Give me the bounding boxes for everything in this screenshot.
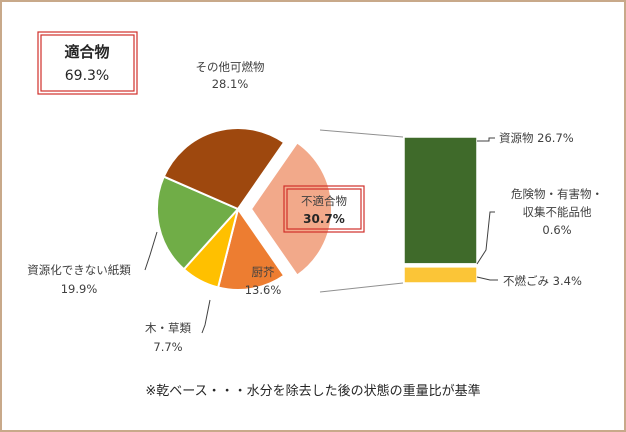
- footnote: ※乾ベース・・・水分を除去した後の状態の重量比が基準: [145, 383, 480, 399]
- nonconforming-box-outer: [283, 185, 365, 233]
- conforming-box-outer: [37, 31, 138, 95]
- pie-slice-kitchen: [216, 206, 286, 291]
- breakdown-bar: [403, 136, 478, 284]
- label-paper-value: 19.9%: [61, 282, 98, 296]
- label-wood-name: 木・草類: [145, 321, 191, 335]
- label-other-burnable-value: 28.1%: [212, 77, 249, 91]
- label-other-burnable-name: その他可燃物: [196, 60, 265, 74]
- pie-slice-nonconforming: [249, 141, 333, 277]
- conforming-box-inner: [40, 34, 135, 92]
- leader-line-noncombustible: [476, 276, 498, 281]
- leader-line-hazardous: [476, 211, 495, 265]
- label-nonconforming-name: 不適合物: [301, 194, 347, 208]
- conforming-label: 適合物: [64, 43, 109, 61]
- conforming-value: 69.3%: [65, 68, 109, 84]
- bar-segment-resources: [403, 136, 478, 265]
- label-hazardous-value: 0.6%: [542, 223, 571, 237]
- label-wood-value: 7.7%: [153, 340, 182, 354]
- connector-line-top: [319, 129, 404, 138]
- connector-line-bottom: [319, 282, 404, 293]
- pie-slice-paper: [156, 175, 240, 271]
- pie-slice-other-burnable: [162, 127, 286, 211]
- nonconforming-box-inner: [286, 188, 362, 230]
- pie-slices: [156, 127, 333, 291]
- label-hazardous-line1: 危険物・有害物・: [511, 187, 603, 201]
- leader-line-resources: [477, 137, 495, 142]
- label-resources: 資源物 26.7%: [499, 131, 574, 145]
- label-noncombustible: 不燃ごみ 3.4%: [503, 274, 582, 288]
- label-paper-name: 資源化できない紙類: [27, 263, 131, 277]
- label-nonconforming-value: 30.7%: [303, 212, 345, 226]
- leader-line-wood: [201, 299, 211, 334]
- leader-line-paper: [144, 231, 158, 271]
- bar-segment-noncombustible: [403, 266, 478, 284]
- label-kitchen-value: 13.6%: [245, 283, 282, 297]
- label-kitchen-name: 厨芥: [252, 265, 275, 279]
- label-hazardous-line2: 収集不能品他: [523, 205, 592, 219]
